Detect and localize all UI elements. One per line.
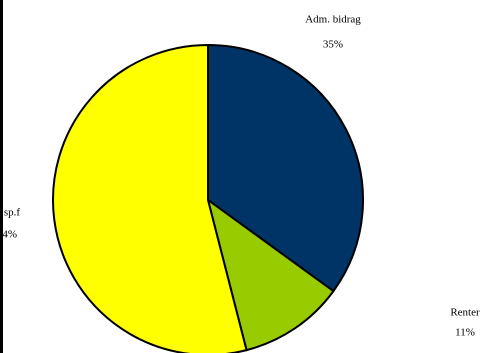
slice-value-label: 11% [455, 327, 475, 339]
slice-label: Renter [450, 307, 480, 319]
pie-slice [207, 43, 364, 293]
slice-value-label: 35% [323, 39, 343, 51]
slice-label: sp.f [4, 207, 21, 219]
slice-label: Adm. bidrag [305, 14, 361, 26]
left-edge [0, 0, 3, 353]
pie-slice [206, 197, 335, 352]
pie-slice [52, 43, 248, 353]
slice-value-label: 54% [0, 229, 17, 241]
